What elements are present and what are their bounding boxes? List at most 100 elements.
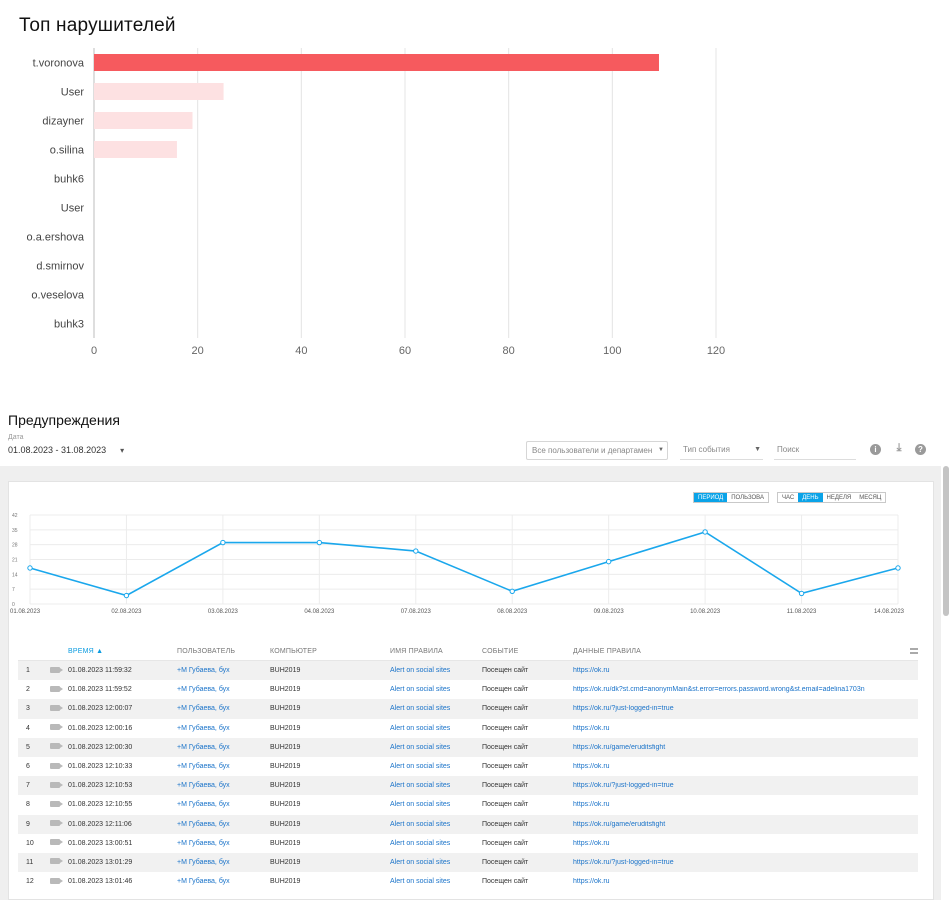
line-point[interactable] bbox=[220, 539, 226, 546]
cell-rule-data-link[interactable]: https://ok.ru/?just-logged-in=true bbox=[573, 858, 674, 866]
camera-icon[interactable] bbox=[38, 877, 68, 886]
cell-rule-data-link[interactable]: https://ok.ru/?just-logged-in=true bbox=[573, 782, 674, 790]
column-header-event[interactable]: СОБЫТИЕ bbox=[482, 648, 519, 655]
cell-rule-link[interactable]: Alert on social sites bbox=[390, 839, 451, 847]
line-point[interactable] bbox=[605, 558, 612, 565]
cell-rule-link[interactable]: Alert on social sites bbox=[390, 858, 451, 866]
bar[interactable] bbox=[94, 141, 177, 158]
table-row[interactable]: 5 01.08.2023 12:00:30 +М Губаева, бух BUH20… bbox=[18, 737, 918, 757]
bar[interactable] bbox=[94, 54, 659, 71]
line-point[interactable] bbox=[798, 590, 805, 597]
camera-icon[interactable] bbox=[38, 743, 68, 751]
info-icon[interactable]: i bbox=[870, 444, 881, 455]
camera-icon[interactable] bbox=[38, 781, 68, 790]
search-input[interactable]: Поиск bbox=[774, 441, 856, 460]
camera-icon[interactable] bbox=[38, 839, 68, 847]
toggle-option[interactable]: ПЕРИОД bbox=[694, 493, 728, 502]
users-filter-select[interactable]: Все пользователи и департамен ▼ bbox=[526, 441, 668, 460]
cell-user-link[interactable]: +М Губаева, бух bbox=[177, 782, 230, 790]
line-point[interactable] bbox=[895, 565, 901, 571]
table-row[interactable]: 6 01.08.2023 12:10:33 +М Губаева, бух BUH20… bbox=[18, 757, 918, 776]
cell-rule-data-link[interactable]: https://ok.ru bbox=[573, 801, 610, 809]
cell-user-link[interactable]: +М Губаева, бух bbox=[177, 743, 230, 751]
table-row[interactable]: 9 01.08.2023 12:11:06 +М Губаева, бух BUH20… bbox=[18, 814, 918, 834]
cell-rule-data-link[interactable]: https://ok.ru bbox=[573, 667, 610, 675]
toggle-option[interactable]: ПОЛЬЗОВА bbox=[731, 495, 764, 501]
cell-rule-data-link[interactable]: https://ok.ru bbox=[573, 763, 610, 771]
cell-user-link[interactable]: +М Губаева, бух bbox=[177, 878, 230, 886]
cell-rule-link[interactable]: Alert on social sites bbox=[390, 686, 451, 694]
camera-icon[interactable] bbox=[38, 685, 68, 694]
table-row[interactable]: 4 01.08.2023 12:00:16 +М Губаева, бух BUH20… bbox=[18, 719, 918, 738]
cell-user-link[interactable]: +М Губаева, бух bbox=[177, 763, 230, 771]
cell-user-link[interactable]: +М Губаева, бух bbox=[177, 839, 230, 847]
cell-rule-data-link[interactable]: https://ok.ru/dk?st.cmd=anonymMain&st.er… bbox=[573, 686, 865, 694]
camera-icon[interactable] bbox=[38, 666, 68, 675]
cell-rule-link[interactable]: Alert on social sites bbox=[390, 782, 451, 790]
cell-rule-data-link[interactable]: https://ok.ru bbox=[573, 878, 610, 886]
cell-rule-data-link[interactable]: https://ok.ru/game/eruditsfight bbox=[573, 743, 666, 751]
table-row[interactable]: 1 01.08.2023 11:59:32 +М Губаева, бух BUH20… bbox=[18, 661, 918, 681]
line-point[interactable] bbox=[413, 548, 419, 554]
table-row[interactable]: 11 01.08.2023 13:01:29 +М Губаева, бух BUH2… bbox=[18, 852, 918, 873]
table-row[interactable]: 2 01.08.2023 11:59:52 +М Губаева, бух BUH20… bbox=[18, 680, 918, 699]
column-header-rule-name[interactable]: ИМЯ ПРАВИЛА bbox=[390, 648, 443, 655]
cell-rule-link[interactable]: Alert on social sites bbox=[390, 743, 451, 751]
column-header-time[interactable]: ВРЕМЯ ▲ bbox=[68, 648, 177, 655]
camera-icon[interactable] bbox=[38, 724, 68, 732]
line-point[interactable] bbox=[27, 565, 33, 571]
cell-user-link[interactable]: +М Губаева, бух bbox=[177, 820, 230, 828]
column-header-user[interactable]: ПОЛЬЗОВАТЕЛЬ bbox=[177, 648, 236, 655]
event-type-select[interactable]: Тип события ▼ bbox=[680, 441, 763, 460]
cell-rule-link[interactable]: Alert on social sites bbox=[390, 667, 451, 675]
cell-rule-data-link[interactable]: https://ok.ru bbox=[573, 724, 610, 732]
page-scrollbar[interactable] bbox=[943, 466, 949, 616]
cell-rule-link[interactable]: Alert on social sites bbox=[390, 705, 451, 713]
table-row[interactable]: 8 01.08.2023 12:10:55 +М Губаева, бух BUH20… bbox=[18, 795, 918, 814]
line-point[interactable] bbox=[316, 539, 323, 546]
cell-user-link[interactable]: +М Губаева, бух bbox=[177, 724, 230, 732]
cell-rule-data-link[interactable]: https://ok.ru/game/eruditsfight bbox=[573, 820, 666, 828]
cell-user-link[interactable]: +М Губаева, бух bbox=[177, 686, 230, 694]
cell-user-link[interactable]: +М Губаева, бух bbox=[177, 667, 230, 675]
camera-icon-glyph bbox=[50, 685, 63, 692]
toggle-option[interactable]: НЕДЕЛЯ bbox=[826, 495, 852, 501]
help-icon[interactable]: ? bbox=[915, 444, 926, 455]
table-row[interactable]: 12 01.08.2023 13:01:46 +М Губаева, бух BUH2… bbox=[18, 872, 918, 891]
camera-icon[interactable] bbox=[38, 800, 68, 809]
column-header-computer[interactable]: КОМПЬЮТЕР bbox=[270, 648, 317, 655]
line-point[interactable] bbox=[123, 592, 130, 599]
download-icon[interactable]: ⤓ bbox=[896, 442, 902, 454]
bar[interactable] bbox=[94, 112, 193, 129]
bar-category-label: o.a.ershova bbox=[27, 232, 85, 244]
bar[interactable] bbox=[94, 83, 224, 100]
cell-rule-link[interactable]: Alert on social sites bbox=[390, 724, 451, 732]
camera-icon[interactable] bbox=[38, 858, 68, 866]
toggle-option[interactable]: ДЕНЬ bbox=[798, 493, 823, 502]
camera-icon[interactable] bbox=[38, 762, 68, 771]
cell-rule-link[interactable]: Alert on social sites bbox=[390, 878, 451, 886]
cell-rule-link[interactable]: Alert on social sites bbox=[390, 820, 451, 828]
cell-computer: BUH2019 bbox=[270, 878, 301, 886]
line-point[interactable] bbox=[702, 529, 708, 535]
line-point[interactable] bbox=[509, 588, 515, 594]
column-header-rule-data[interactable]: ДАННЫЕ ПРАВИЛА bbox=[573, 648, 641, 655]
line-x-tick-label: 11.08.2023 bbox=[787, 609, 817, 615]
line-x-tick-label: 14.08.2023 bbox=[874, 609, 905, 615]
toggle-option[interactable]: МЕСЯЦ bbox=[859, 495, 882, 501]
cell-rule-link[interactable]: Alert on social sites bbox=[390, 801, 451, 809]
date-range-picker[interactable]: 01.08.2023 - 31.08.2023 ▾ bbox=[8, 445, 124, 455]
cell-rule-link[interactable]: Alert on social sites bbox=[390, 763, 451, 771]
cell-user-link[interactable]: +М Губаева, бух bbox=[177, 858, 230, 866]
table-row[interactable]: 7 01.08.2023 12:10:53 +М Губаева, бух BUH20… bbox=[18, 776, 918, 796]
cell-rule-data-link[interactable]: https://ok.ru/?just-logged-in=true bbox=[573, 705, 674, 713]
table-row[interactable]: 10 01.08.2023 13:00:51 +М Губаева, бух BUH2… bbox=[18, 834, 918, 853]
cell-user-link[interactable]: +М Губаева, бух bbox=[177, 705, 230, 713]
cell-rule-data-link[interactable]: https://ok.ru bbox=[573, 839, 610, 847]
table-row[interactable]: 3 01.08.2023 12:00:07 +М Губаева, бух BUH20… bbox=[18, 699, 918, 719]
cell-user-link[interactable]: +М Губаева, бух bbox=[177, 801, 230, 809]
columns-menu-icon[interactable] bbox=[910, 648, 918, 654]
toggle-option[interactable]: ЧАС bbox=[782, 495, 795, 501]
camera-icon[interactable] bbox=[38, 704, 68, 713]
camera-icon[interactable] bbox=[38, 820, 68, 828]
